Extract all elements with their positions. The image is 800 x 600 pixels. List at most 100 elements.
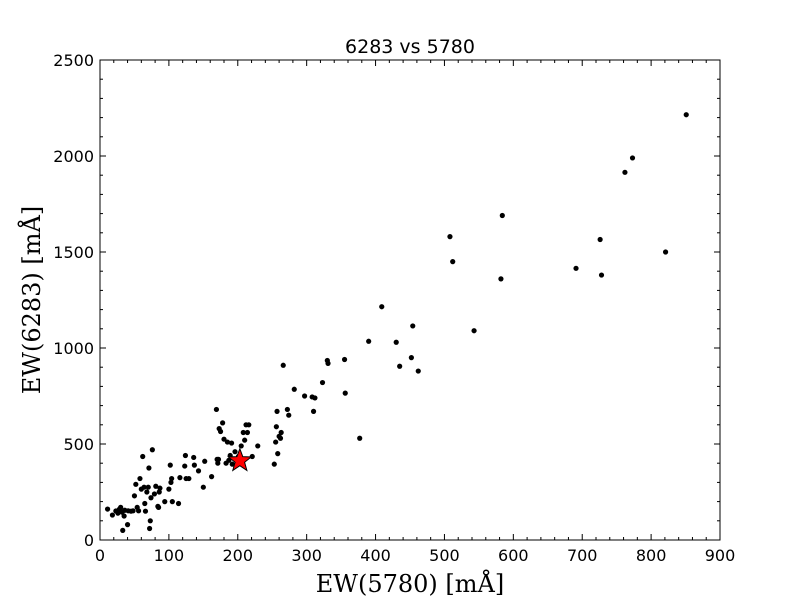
data-point <box>415 368 421 374</box>
data-point <box>232 449 238 455</box>
data-point <box>229 461 235 467</box>
data-point <box>140 453 146 460</box>
x-tick-label: 200 <box>223 546 254 565</box>
data-point <box>622 169 628 175</box>
data-point <box>151 491 158 497</box>
data-point <box>157 485 163 491</box>
data-point <box>215 460 221 466</box>
data-point <box>133 481 139 487</box>
data-point <box>273 439 279 445</box>
data-point <box>137 475 143 482</box>
y-tick-label: 0 <box>84 531 94 550</box>
data-point <box>130 508 136 514</box>
data-point <box>156 489 162 495</box>
data-point <box>242 437 248 443</box>
data-point <box>168 479 174 485</box>
data-point <box>135 508 142 514</box>
data-point <box>191 454 197 461</box>
highlight-layer <box>227 447 253 472</box>
x-tick-label: 700 <box>567 546 598 565</box>
data-point <box>271 461 277 467</box>
points-layer <box>104 112 689 534</box>
data-point <box>155 504 162 510</box>
data-point <box>273 424 279 430</box>
data-point <box>167 462 173 468</box>
data-point <box>141 484 147 490</box>
data-point <box>217 428 224 435</box>
data-point <box>366 338 372 344</box>
data-point <box>169 499 175 505</box>
data-point <box>397 363 403 369</box>
data-point <box>200 484 206 490</box>
data-point <box>202 458 208 464</box>
x-tick-label: 600 <box>498 546 529 565</box>
data-point <box>215 456 222 462</box>
data-point <box>244 429 251 436</box>
data-point <box>291 386 297 392</box>
data-point <box>312 395 318 401</box>
data-point <box>238 443 244 449</box>
data-point <box>450 259 456 265</box>
x-axis-label: EW(5780) [mÅ] <box>316 569 504 598</box>
data-point <box>357 435 363 441</box>
data-point <box>683 112 689 118</box>
data-point <box>148 495 154 501</box>
data-point <box>274 408 280 414</box>
data-point <box>629 155 636 161</box>
data-point <box>278 429 284 436</box>
data-point <box>209 474 215 480</box>
data-point <box>221 436 227 442</box>
highlight-star-marker <box>227 447 253 472</box>
data-point <box>191 462 197 468</box>
data-point <box>104 506 111 512</box>
data-point <box>142 500 148 507</box>
data-point <box>286 412 292 418</box>
data-point <box>284 406 290 413</box>
data-point <box>228 440 235 446</box>
data-point <box>379 304 385 310</box>
data-point <box>662 249 669 255</box>
y-tick-label: 1000 <box>53 339 94 358</box>
data-point <box>220 420 226 426</box>
data-point <box>182 463 188 469</box>
x-tick-label: 800 <box>636 546 667 565</box>
y-tick-label: 1500 <box>53 243 94 262</box>
y-tick-labels: 0 500 1000 1500 2000 2500 <box>53 51 94 550</box>
data-point <box>471 328 477 334</box>
data-point <box>573 265 579 271</box>
data-point <box>195 468 202 474</box>
data-point <box>175 500 182 507</box>
data-point <box>310 408 317 414</box>
data-point <box>142 508 149 514</box>
data-point <box>124 522 131 528</box>
data-point <box>277 435 284 441</box>
chart-title: 6283 vs 5780 <box>345 36 475 58</box>
data-point <box>145 484 151 490</box>
data-point <box>118 504 124 510</box>
x-tick-label: 300 <box>291 546 322 565</box>
y-tick-label: 500 <box>63 435 94 454</box>
data-point <box>246 422 252 428</box>
y-tick-label: 2000 <box>53 147 94 166</box>
data-point <box>319 379 326 386</box>
data-point <box>153 483 159 489</box>
data-point <box>275 451 281 457</box>
data-point <box>162 499 168 505</box>
data-point <box>302 393 308 399</box>
data-point <box>149 447 155 453</box>
data-point <box>182 452 189 459</box>
data-point <box>186 475 192 482</box>
data-point <box>341 356 348 363</box>
data-point <box>166 486 172 492</box>
data-point <box>499 212 505 219</box>
y-tick-label: 2500 <box>53 51 94 70</box>
data-point <box>120 527 126 534</box>
x-tick-label: 400 <box>360 546 391 565</box>
data-point <box>121 513 127 519</box>
data-point <box>393 339 399 345</box>
data-point <box>447 234 453 240</box>
data-point <box>147 518 153 524</box>
data-point <box>342 390 348 396</box>
data-point <box>325 360 331 366</box>
